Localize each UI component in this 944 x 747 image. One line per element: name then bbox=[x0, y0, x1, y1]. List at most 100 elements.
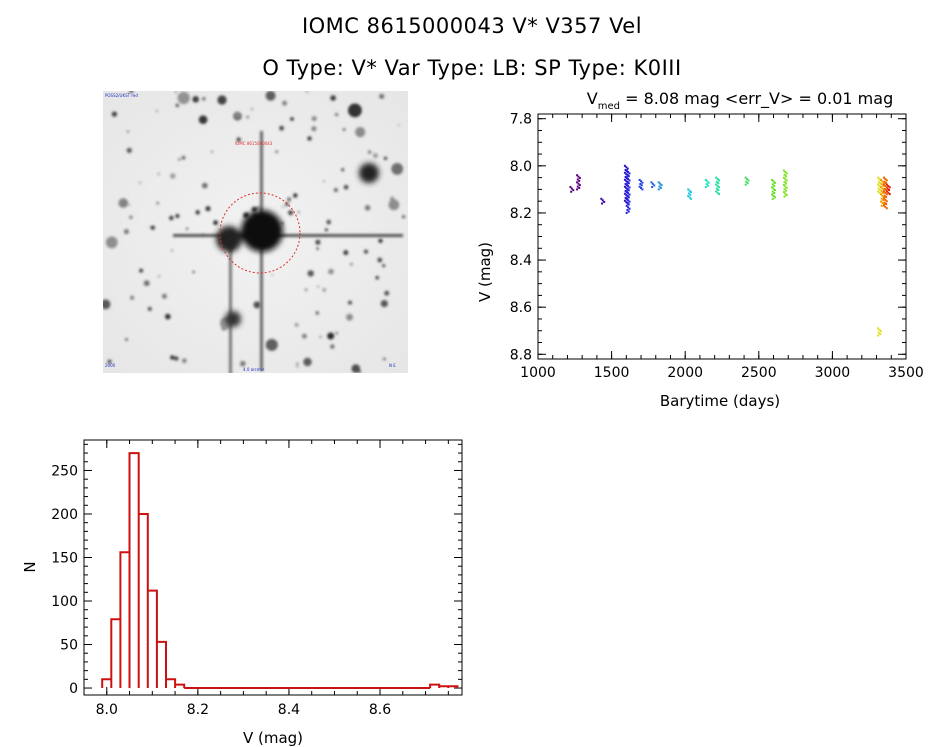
lc-point bbox=[660, 184, 663, 187]
lc-x-tick-label: 2500 bbox=[741, 365, 777, 381]
lc-point bbox=[880, 197, 883, 200]
field-star bbox=[388, 199, 400, 211]
header-types: O Type: V* Var Type: LB: SP Type: K0III bbox=[262, 56, 682, 80]
field-star bbox=[373, 153, 378, 159]
field-star bbox=[155, 109, 158, 112]
lc-point bbox=[641, 188, 644, 191]
field-star bbox=[348, 300, 352, 305]
field-star bbox=[157, 173, 160, 175]
lc-point bbox=[782, 169, 785, 172]
lc-point bbox=[888, 189, 891, 192]
lc-point bbox=[785, 186, 788, 189]
field-star bbox=[296, 362, 299, 366]
lc-point bbox=[625, 211, 628, 214]
field-star bbox=[375, 276, 379, 280]
field-star bbox=[378, 238, 383, 243]
lc-point bbox=[885, 186, 888, 189]
lc-point bbox=[625, 197, 628, 200]
lc-point bbox=[717, 193, 720, 196]
lc-point bbox=[690, 191, 693, 194]
field-star bbox=[324, 228, 328, 232]
lc-point bbox=[773, 181, 776, 184]
lc-point bbox=[884, 177, 887, 180]
field-star bbox=[383, 156, 388, 160]
image-bottom-right-label: N E bbox=[389, 363, 396, 368]
field-star bbox=[169, 215, 174, 221]
field-star bbox=[211, 150, 213, 153]
hist-bars bbox=[101, 452, 459, 689]
lc-point bbox=[623, 185, 626, 188]
lc-point bbox=[773, 196, 776, 199]
hist-y-tick-label: 150 bbox=[51, 550, 78, 566]
lc-point bbox=[625, 176, 628, 179]
lc-x-tick-label: 1500 bbox=[594, 365, 630, 381]
field-star bbox=[304, 288, 308, 292]
field-star bbox=[379, 93, 385, 99]
lc-point bbox=[628, 179, 631, 182]
lc-point bbox=[772, 180, 775, 183]
field-star bbox=[342, 128, 346, 131]
field-star bbox=[118, 198, 129, 208]
lc-ticks: 1000 1500 2000 2500 3000 3500 7.8 8.0 8.2 8.4 8.6 8… bbox=[510, 112, 924, 381]
lc-point bbox=[624, 175, 627, 178]
lc-point bbox=[657, 181, 660, 184]
field-star bbox=[161, 293, 167, 299]
field-star bbox=[380, 300, 388, 308]
lc-point bbox=[885, 200, 888, 203]
lc-point bbox=[888, 186, 891, 189]
lc-point bbox=[887, 191, 890, 194]
field-star bbox=[317, 285, 320, 288]
field-star bbox=[275, 150, 278, 153]
field-star bbox=[174, 356, 179, 361]
lc-point bbox=[628, 200, 631, 203]
field-star bbox=[105, 236, 118, 249]
lc-point bbox=[881, 201, 884, 204]
target-circle bbox=[219, 192, 301, 274]
lc-point bbox=[689, 193, 692, 196]
lc-point bbox=[888, 193, 891, 196]
lc-point bbox=[882, 203, 885, 206]
field-star bbox=[367, 150, 372, 154]
field-star bbox=[343, 184, 349, 190]
lc-point bbox=[887, 185, 890, 188]
lc-point bbox=[881, 194, 884, 197]
lc-point bbox=[651, 182, 654, 185]
lc-point bbox=[601, 199, 604, 202]
hist-x-tick-label: 8.2 bbox=[187, 702, 209, 718]
field-star bbox=[333, 188, 338, 192]
lc-y-axis-label: V (mag) bbox=[476, 242, 494, 302]
hist-x-axis-label: V (mag) bbox=[243, 729, 303, 747]
field-star bbox=[107, 359, 112, 364]
field-star bbox=[328, 268, 334, 275]
field-star bbox=[253, 301, 261, 309]
field-star bbox=[192, 96, 199, 103]
lc-point bbox=[626, 194, 629, 197]
lc-point bbox=[623, 178, 626, 181]
field-star bbox=[311, 126, 317, 132]
lc-point bbox=[880, 204, 883, 207]
lc-point bbox=[625, 169, 628, 172]
field-star bbox=[322, 288, 326, 292]
lc-point bbox=[624, 169, 627, 172]
lc-point bbox=[628, 186, 631, 189]
lc-point bbox=[627, 178, 630, 181]
lc-point bbox=[706, 184, 709, 187]
lc-point bbox=[624, 182, 627, 185]
field-star bbox=[383, 357, 386, 361]
lc-point bbox=[771, 178, 774, 181]
lc-point bbox=[881, 180, 884, 183]
field-star bbox=[128, 204, 131, 206]
field-star bbox=[346, 313, 353, 321]
lc-point bbox=[771, 183, 774, 186]
lc-point bbox=[576, 174, 579, 177]
lc-point bbox=[717, 179, 720, 182]
lc-point bbox=[745, 180, 748, 183]
field-star bbox=[175, 103, 179, 107]
lc-point bbox=[603, 200, 606, 203]
lc-point bbox=[879, 333, 882, 336]
lc-point bbox=[625, 187, 628, 190]
lc-point bbox=[783, 181, 786, 184]
lc-plot-frame bbox=[537, 113, 907, 360]
hist-y-tick-label: 200 bbox=[51, 507, 78, 523]
lc-point bbox=[878, 184, 881, 187]
